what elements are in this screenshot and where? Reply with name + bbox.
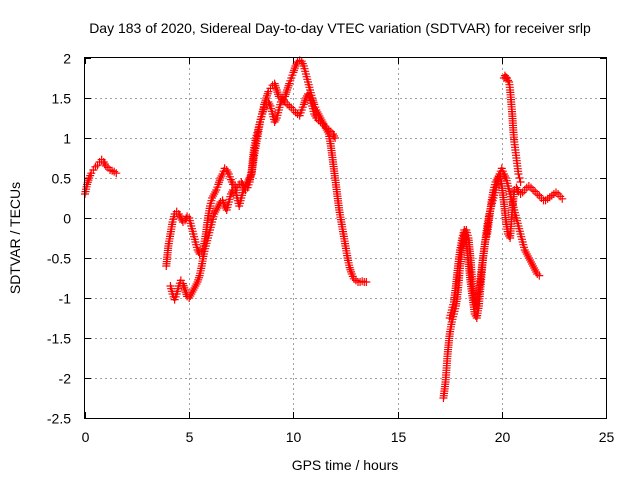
data-point-interp — [217, 172, 226, 180]
x-tick-label: 20 — [495, 429, 511, 445]
data-point-interp — [280, 96, 289, 104]
data-point — [504, 76, 513, 85]
data-point — [272, 86, 281, 94]
data-point — [558, 194, 567, 203]
data-point-interp — [347, 267, 356, 276]
data-point-interp — [271, 116, 280, 124]
y-tick-label: 2 — [63, 51, 71, 67]
x-tick-label: 25 — [599, 429, 615, 445]
data-point — [270, 79, 279, 88]
y-tick-label: 0.5 — [52, 171, 72, 187]
x-axis-label: GPS time / hours — [292, 457, 399, 473]
data-point — [291, 62, 300, 70]
data-points — [81, 56, 567, 402]
data-point-interp — [273, 88, 282, 97]
series-track-2 — [162, 56, 371, 286]
data-point-interp — [227, 188, 236, 196]
data-point — [524, 182, 533, 190]
data-point — [516, 178, 525, 186]
data-point — [101, 162, 110, 170]
x-tick-label: 5 — [186, 429, 194, 445]
data-point — [514, 170, 523, 178]
y-tick-label: -1 — [59, 291, 72, 307]
x-tick-label: 10 — [286, 429, 302, 445]
data-point-interp — [263, 91, 272, 100]
data-point — [535, 271, 544, 280]
data-point-interp — [330, 132, 339, 140]
y-tick-label: -2.5 — [47, 411, 71, 427]
data-point-interp — [180, 283, 189, 292]
data-point-interp — [284, 81, 293, 90]
y-tick-label: 1.5 — [52, 91, 72, 107]
grid — [85, 58, 606, 418]
data-point — [358, 277, 367, 286]
data-point — [331, 134, 340, 142]
y-tick-label: 1 — [63, 131, 71, 147]
y-tick-label: -2 — [59, 371, 72, 387]
axis-ticks: 0 5 10 15 20 25 2 1.5 1 0.5 0 -0.5 -1 -1.5 -2 -2.5 — [47, 51, 615, 446]
y-tick-label: -0.5 — [47, 251, 71, 267]
series-track-1 — [81, 155, 121, 198]
y-tick-label: 0 — [63, 211, 71, 227]
x-tick-label: 0 — [82, 429, 90, 445]
y-axis-label: SDTVAR / TECUs — [7, 182, 23, 294]
plot-frame — [84, 57, 607, 419]
series-track-6 — [499, 71, 525, 186]
data-point-interp — [223, 168, 232, 176]
data-point-interp — [311, 112, 320, 120]
data-point-interp — [84, 176, 93, 185]
data-point — [362, 278, 371, 286]
data-point — [283, 86, 292, 94]
data-point-interp — [513, 185, 522, 194]
data-point — [515, 174, 524, 182]
data-point-interp — [192, 280, 201, 288]
data-point-interp — [211, 188, 220, 196]
data-point — [112, 169, 121, 178]
x-tick-label: 15 — [391, 429, 407, 445]
data-point-interp — [246, 172, 255, 180]
data-point-interp — [305, 92, 314, 100]
data-point-interp — [265, 100, 274, 108]
data-point-interp — [283, 83, 292, 92]
series-track-5 — [445, 170, 567, 322]
y-tick-label: -1.5 — [47, 331, 71, 347]
data-point — [110, 167, 119, 176]
data-point — [181, 286, 190, 294]
chart-title: Day 183 of 2020, Sidereal Day-to-day VTE… — [89, 20, 591, 36]
data-point — [285, 102, 294, 110]
series-track-3 — [166, 90, 340, 304]
data-point-interp — [282, 88, 291, 97]
